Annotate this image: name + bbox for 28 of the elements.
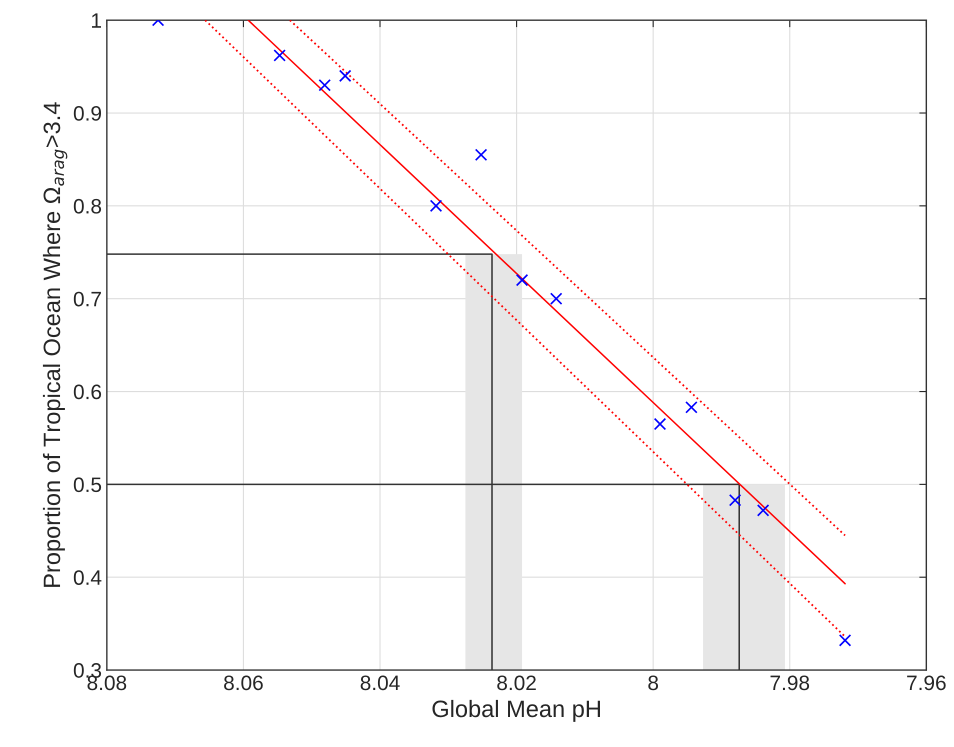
point [318,78,331,92]
y-tick-label: 1 [92,13,101,28]
x-axis-title: Global Mean pH [432,700,600,722]
y-tick-label: 0.3 [74,663,102,678]
point [728,494,742,506]
x-tick-label: 8.06 [224,675,263,690]
point [474,148,488,162]
point [273,49,286,62]
x-tick-label: 7.98 [770,675,810,690]
x-tick-label: 8 [648,675,658,690]
point [516,274,528,286]
point [338,70,352,82]
point [685,401,698,414]
x-tick-label: 8.02 [497,675,536,690]
point [654,418,666,430]
point [430,200,442,212]
y-tick-label: 0.8 [74,198,102,214]
y-tick-label: 0.6 [74,384,102,400]
point [838,634,852,647]
y-tick-label: 0.4 [74,570,102,585]
point [550,292,562,305]
x-tick-label: 7.96 [907,675,946,690]
y-tick-label: 0.5 [74,477,102,492]
y-tick-label: 0.7 [74,292,101,306]
point [756,504,770,517]
x-tick-label: 8.04 [360,675,400,690]
y-axis-title: Proportion of Tropical Ocean Where Ω$_{arag}$>3.4 [42,102,68,587]
y-tick-label: 0.9 [74,106,101,121]
